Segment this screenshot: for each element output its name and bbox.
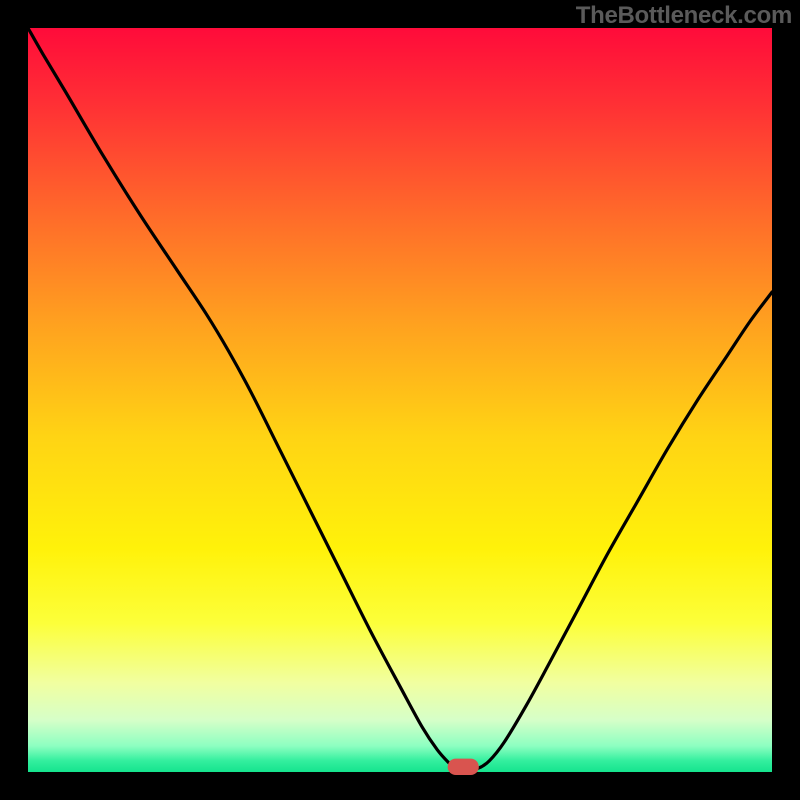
chart-frame: TheBottleneck.com [0,0,800,800]
bottleneck-chart [0,0,800,800]
optimal-point-marker [448,759,479,775]
watermark-text: TheBottleneck.com [576,2,792,30]
plot-background [28,28,772,772]
